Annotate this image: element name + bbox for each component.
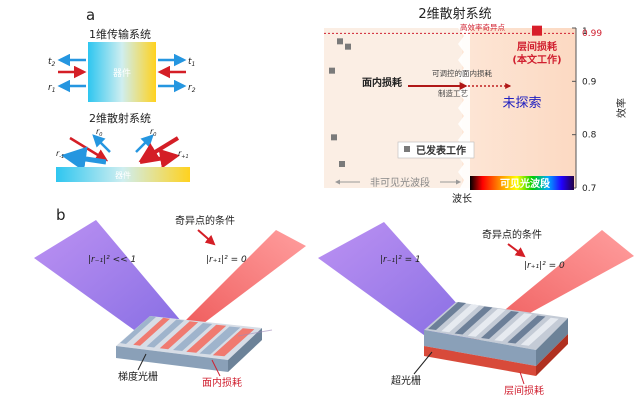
label-rm1: r-1 — [56, 149, 64, 160]
y-ticks: 1 0.9 0.8 0.7 — [572, 27, 597, 194]
eq-left-right: |r₋₁|² = 1 — [380, 255, 421, 265]
panel-a-label: a — [86, 6, 95, 24]
grating-ridge — [159, 321, 199, 350]
published-work-point — [345, 43, 351, 50]
grating-pointer-left — [137, 353, 147, 371]
device-2d-label: 器件 — [115, 170, 131, 180]
published-work-point — [331, 134, 337, 141]
left-illustration — [34, 220, 306, 372]
y-tick-label: 0.7 — [582, 184, 596, 194]
panel-b-label: b — [56, 206, 66, 224]
legend-box — [397, 141, 475, 159]
eq-right-right: |r₊₁|² = 0 — [524, 261, 565, 271]
device-1d — [88, 42, 156, 102]
y-tick-label: 0.8 — [582, 131, 597, 141]
metagrating-ridge — [467, 308, 506, 337]
label-t2: t2 — [48, 57, 56, 68]
grating-pointer-right — [413, 351, 433, 375]
right-illustration — [318, 222, 634, 376]
condition-arrow-right — [507, 243, 526, 258]
label-rp1: r+1 — [178, 149, 189, 160]
device-1d-label: 器件 — [113, 67, 131, 79]
grating-ridge — [186, 324, 227, 353]
this-work-point — [532, 25, 542, 36]
device-2d — [56, 167, 190, 182]
threshold-tick-label: 0.99 — [582, 29, 602, 39]
grating-label-left: 梯度光栅 — [118, 370, 158, 383]
metagrating-ridge — [454, 306, 493, 335]
y-tick-label: 0.9 — [582, 77, 597, 87]
unexplored-label: 未探索 — [502, 96, 541, 111]
interlayer-label-2: (本文工作) — [512, 53, 561, 66]
published-work-point — [329, 67, 335, 74]
eq-left-left: |r₋₁|² << 1 — [88, 255, 136, 265]
system-2d-title: 2维散射系统 — [89, 111, 151, 125]
metagrating-ridge — [520, 317, 559, 346]
chart-bg-invisible — [324, 28, 462, 188]
eq-right-left: |r₊₁|² = 0 — [206, 255, 247, 265]
grating-ridge — [173, 323, 213, 351]
grating-ridge — [133, 317, 171, 346]
scatter-points — [329, 25, 542, 167]
metagrating-ridge — [507, 315, 546, 344]
published-work-point — [339, 161, 345, 167]
label-r0-right: r0 — [150, 127, 156, 138]
y-axis-label: 效率 — [615, 98, 628, 118]
metagrating-right — [424, 302, 568, 376]
grating-ridge — [199, 326, 241, 355]
chart-bg-visible — [462, 28, 576, 188]
visible-band-label: 可见光波段 — [500, 177, 550, 190]
grating-ridge — [120, 316, 156, 344]
metagrating-ridge — [494, 313, 533, 342]
chart-title: 2维散射系统 — [418, 6, 491, 22]
grating-left — [116, 316, 262, 372]
invisible-band-label: 非可见光波段 — [370, 176, 430, 189]
faint-diffraction-left — [237, 329, 273, 337]
loss-label-left: 面内损耗 — [202, 376, 242, 389]
condition-arrow-left — [197, 229, 216, 246]
arrow-2d-out-left-top — [92, 134, 111, 153]
legend-marker — [404, 146, 410, 152]
loss-pointer-left — [211, 359, 221, 377]
tunable-label-2: 制造工艺 — [438, 88, 468, 98]
visible-spectrum-bar — [470, 176, 574, 190]
label-t1: t1 — [188, 57, 195, 68]
interlayer-label-1: 层间损耗 — [517, 40, 557, 53]
loss-label-right: 层间损耗 — [504, 384, 544, 397]
system-1d-title: 1维传输系统 — [89, 27, 151, 41]
metagrating-ridge — [428, 302, 466, 330]
arrow-2d-out-left-low — [61, 146, 107, 172]
x-axis-label: 波长 — [452, 192, 472, 205]
metagrating-ridge — [481, 311, 519, 339]
grating-label-right: 超光栅 — [391, 374, 421, 387]
label-r2: r2 — [188, 83, 196, 94]
loss-pointer-right — [519, 371, 525, 385]
legend-label: 已发表工作 — [416, 144, 466, 157]
label-r0-left: r0 — [96, 127, 102, 138]
tunable-label-1: 可调控的面内损耗 — [432, 68, 492, 78]
metagrating-ridge — [441, 304, 480, 333]
y-tick-label: 1 — [582, 27, 588, 37]
high-eff-label: 高效率奇异点 — [460, 22, 505, 32]
condition-title-right: 奇异点的条件 — [482, 228, 542, 241]
red-beam-left — [160, 230, 306, 346]
label-r1: r1 — [48, 83, 56, 94]
inplane-label: 面内损耗 — [362, 76, 402, 89]
arrow-2d-in-left — [69, 136, 109, 162]
arrow-2d-out-right-low — [139, 148, 180, 169]
grating-ridge — [146, 319, 185, 348]
arrow-2d-out-right-top — [135, 134, 154, 153]
published-work-point — [337, 38, 343, 45]
condition-title-left: 奇异点的条件 — [175, 214, 235, 227]
